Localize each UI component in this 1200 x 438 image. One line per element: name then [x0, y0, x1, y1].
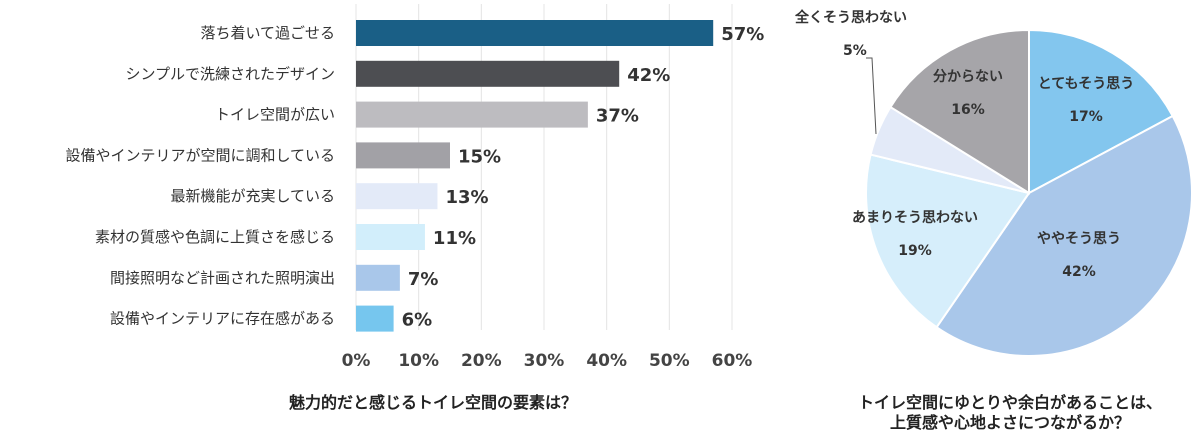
category-label: 落ち着いて過ごせる	[200, 24, 335, 42]
bar	[356, 20, 714, 46]
bar-chart: 落ち着いて過ごせるシンプルで洗練されたデザイントイレ空間が広い設備やインテリアが…	[65, 4, 764, 412]
pie-slice-value: 16%	[951, 102, 985, 118]
x-tick-label: 50%	[649, 351, 690, 371]
bar-value-label: 15%	[458, 146, 501, 167]
pie-chart-title: トイレ空間にゆとりや余白があることは、上質感や心地よさにつながるか？	[858, 393, 1162, 432]
pie-slice	[865, 153, 1031, 329]
category-label: 設備やインテリアが空間に調和している	[65, 146, 335, 164]
pie-slice-label: ややそう思う	[1037, 231, 1121, 247]
bar	[356, 305, 394, 332]
bar-value-label: 11%	[433, 228, 476, 249]
bar-category-labels: 落ち着いて過ごせるシンプルで洗練されたデザイントイレ空間が広い設備やインテリアが…	[65, 24, 335, 328]
bar-value-labels: 57% 42% 37% 15% 13% 11% 7% 6%	[402, 24, 765, 331]
pie-chart: とてもそう思う 17% ややそう思う 42% あまりそう思わない 19% 全くそう思わない 5…	[794, 9, 1193, 432]
pie-title-line: 上質感や心地よさにつながるか？	[890, 413, 1130, 432]
pie-slice-label: 全くそう思わない	[794, 9, 907, 26]
x-tick-label: 0%	[342, 351, 371, 371]
bar	[356, 142, 450, 169]
bar-grid	[355, 4, 733, 330]
bar	[356, 183, 438, 210]
bar	[356, 264, 400, 291]
bar-value-label: 57%	[721, 24, 764, 45]
pie-slice-label: とてもそう思う	[1038, 76, 1135, 92]
pie-slice-value: 42%	[1062, 264, 1096, 280]
bar-value-label: 6%	[402, 310, 433, 331]
bar-x-tick-labels: 0% 10% 20% 30% 40% 50% 60%	[342, 351, 753, 371]
x-tick-label: 30%	[524, 351, 565, 371]
pie-slice-label: あまりそう思わない	[852, 210, 978, 226]
pie-slice-label: 分からない	[933, 69, 1003, 85]
category-label: 設備やインテリアに存在感がある	[110, 310, 335, 328]
pie-slice-value: 5%	[843, 43, 867, 59]
x-tick-label: 20%	[461, 351, 502, 371]
bar-marks	[356, 20, 714, 332]
category-label: 最新機能が充実している	[170, 187, 335, 205]
bar	[356, 60, 620, 87]
x-tick-label: 10%	[398, 351, 439, 371]
pie-slices	[865, 28, 1193, 357]
bar	[356, 101, 588, 128]
category-label: 素材の質感や色調に上質さを感じる	[95, 228, 335, 246]
pie-slice	[889, 28, 1030, 195]
x-tick-label: 40%	[586, 351, 627, 371]
x-tick-label: 60%	[712, 351, 753, 371]
bar-chart-title: 魅力的だと感じるトイレ空間の要素は？	[289, 393, 577, 412]
pie-slice	[1028, 28, 1175, 195]
pie-slice-value: 19%	[898, 243, 932, 259]
pie-slice-value: 17%	[1069, 109, 1103, 125]
pie-title-line: トイレ空間にゆとりや余白があることは、	[858, 393, 1162, 412]
bar-value-label: 37%	[596, 106, 639, 127]
category-label: 間接照明など計画された照明演出	[110, 269, 335, 287]
pie-leader-line	[866, 57, 877, 135]
pie-labels: とてもそう思う 17% ややそう思う 42% あまりそう思わない 19% 全くそう思わない 5…	[794, 9, 1134, 280]
bar-value-label: 42%	[627, 65, 670, 86]
bar	[356, 224, 425, 250]
pie-slice	[935, 114, 1193, 357]
category-label: トイレ空間が広い	[215, 106, 335, 124]
bar-value-label: 7%	[408, 269, 439, 290]
bar-value-label: 13%	[445, 187, 488, 208]
category-label: シンプルで洗練されたデザイン	[125, 65, 335, 83]
